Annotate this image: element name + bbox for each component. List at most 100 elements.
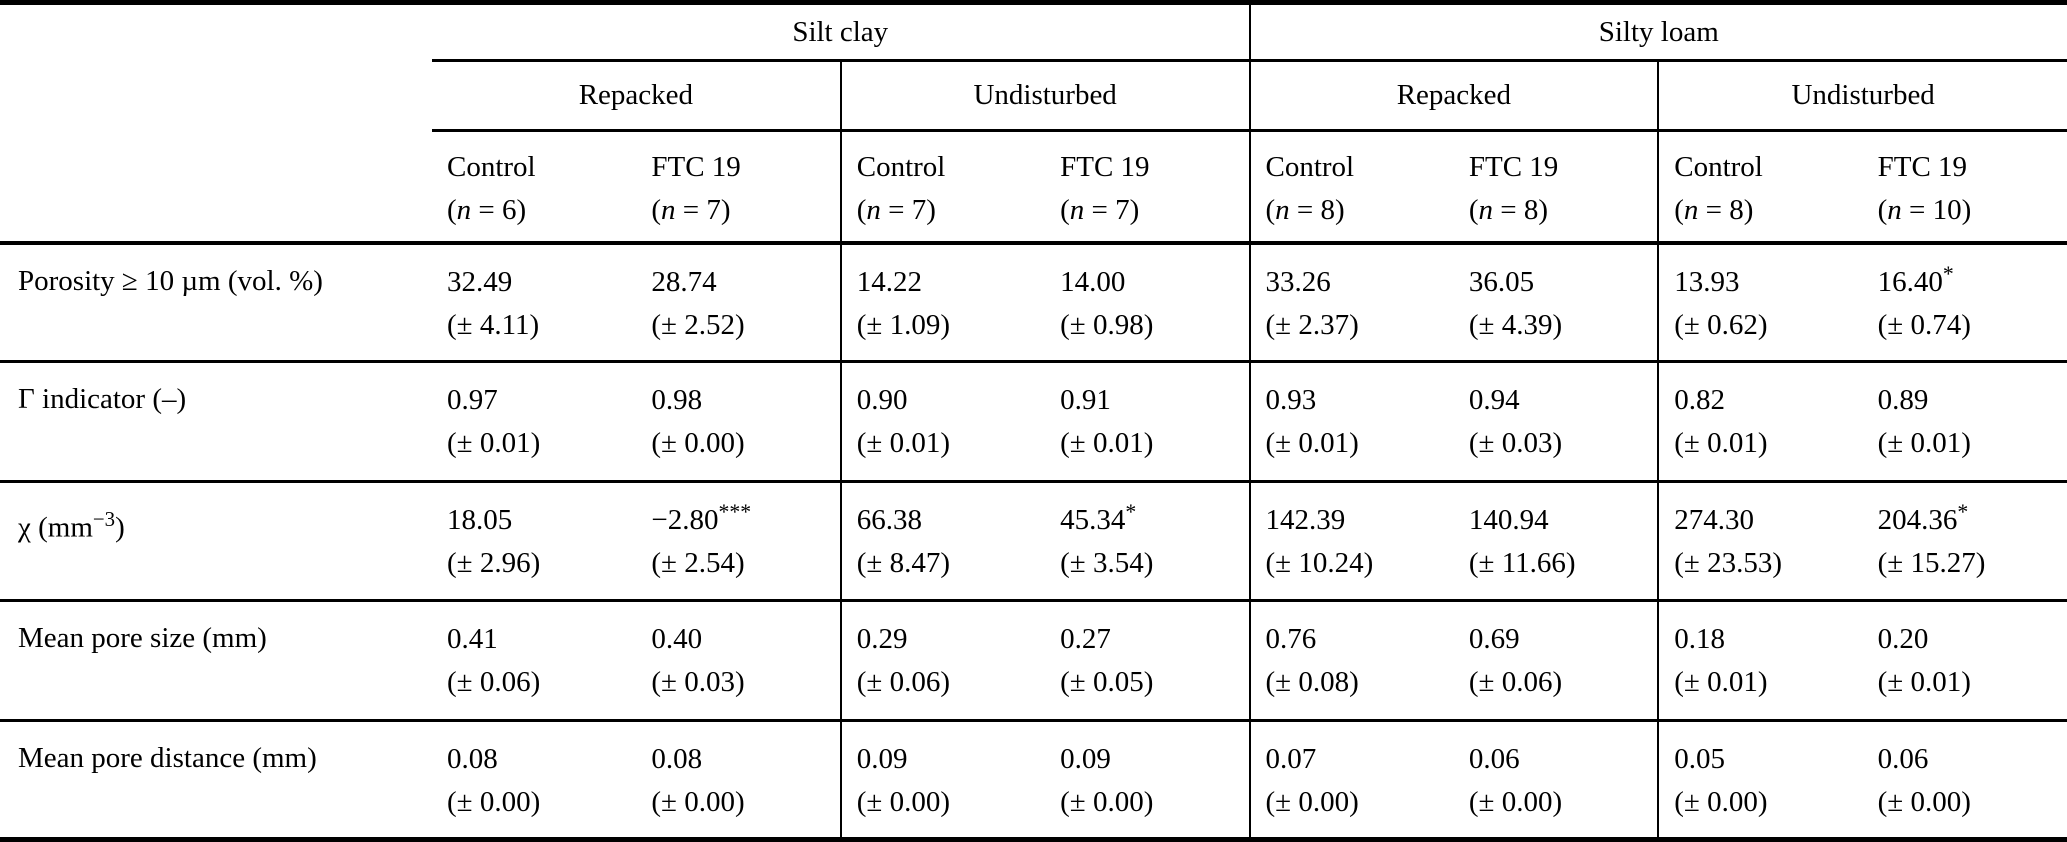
data-cell: 14.22 (± 1.09) (839, 242, 1046, 362)
data-cell: 32.49 (± 4.11) (432, 243, 636, 362)
cell-value: 0.09 (856, 742, 908, 775)
cell-value: 0.29 (856, 623, 908, 656)
cell-standard-deviation: (± 0.00) (1060, 785, 1154, 818)
cell-value: 0.90 (856, 384, 908, 417)
cell-value: 13.93 (1674, 265, 1740, 298)
data-cell: 14.00 (± 0.98) (1045, 243, 1249, 362)
data-cell: 0.82 (± 0.01) (1657, 360, 1863, 482)
column-header: FTC 19 (n = 10) (1862, 130, 2067, 245)
data-cell: 0.08 (± 0.00) (636, 718, 841, 840)
data-cell: 204.36* (± 15.27) (1862, 479, 2067, 601)
soil-group-silt-clay: Silt clay (432, 2, 1250, 62)
stub-cell (0, 3, 432, 61)
cell-value: 32.49 (447, 265, 513, 298)
cell-standard-deviation: (± 0.00) (1468, 785, 1563, 818)
column-header: FTC 19 (n = 8) (1453, 130, 1659, 245)
cell-standard-deviation: (± 4.11) (447, 308, 540, 341)
soil-group-silty-loam: Silty loam (1248, 2, 2067, 62)
cell-value: 0.93 (1265, 384, 1317, 417)
column-header: Control (n = 8) (1657, 130, 1863, 245)
cell-value: 0.98 (651, 384, 703, 417)
cell-standard-deviation: (± 0.01) (1674, 427, 1768, 460)
row-label: Mean pore distance (mm) (0, 718, 432, 840)
cell-standard-deviation: (± 0.08) (1265, 666, 1359, 699)
column-name: FTC 19 (1877, 151, 1968, 183)
data-cell: 0.94 (± 0.03) (1453, 360, 1659, 482)
data-cell: 142.39 (± 10.24) (1248, 479, 1454, 601)
sample-size: (n = 6) (447, 194, 527, 226)
soil-group-row: Silt clay Silty loam (0, 2, 2067, 62)
cell-standard-deviation: (± 15.27) (1877, 546, 1986, 579)
cell-value: 0.18 (1674, 623, 1725, 656)
cell-standard-deviation: (± 0.00) (856, 785, 950, 818)
cell-value: 0.05 (1674, 742, 1725, 775)
sample-size: (n = 7) (856, 194, 936, 226)
significance-stars: * (1125, 500, 1137, 524)
significance-stars: * (1942, 261, 1954, 286)
column-header: FTC 19 (n = 7) (636, 130, 841, 245)
sample-size: (n = 10) (1877, 194, 1972, 226)
cell-standard-deviation: (± 0.03) (1468, 427, 1563, 460)
row-label: Mean pore size (mm) (0, 599, 432, 721)
data-cell: 0.40 (± 0.03) (636, 599, 841, 721)
column-name: FTC 19 (1468, 151, 1559, 183)
data-cell: 0.09 (± 0.00) (1045, 718, 1250, 840)
cell-standard-deviation: (± 23.53) (1674, 546, 1782, 579)
cell-value: 0.20 (1877, 623, 1929, 656)
cell-standard-deviation: (± 2.96) (447, 546, 541, 579)
significance-stars: *** (718, 500, 752, 524)
cell-value: 18.05 (447, 503, 513, 536)
column-header: Control (n = 6) (432, 130, 637, 245)
row-label: Porosity ≥ 10 µm (vol. %) (18, 264, 323, 297)
cell-standard-deviation: (± 0.00) (651, 785, 745, 818)
treatment-group-repacked-loam: Repacked (1248, 60, 1659, 132)
cell-value: 274.30 (1674, 503, 1754, 536)
cell-value: 0.94 (1468, 384, 1520, 417)
data-cell: 0.29 (± 0.06) (839, 599, 1046, 721)
cell-standard-deviation: (± 0.01) (1265, 427, 1359, 460)
data-cell: 0.27 (± 0.05) (1045, 599, 1250, 721)
cell-standard-deviation: (± 0.00) (447, 785, 541, 818)
sample-size: (n = 8) (1674, 194, 1754, 226)
cell-standard-deviation: (± 0.03) (651, 666, 745, 699)
cell-standard-deviation: (± 0.01) (1674, 666, 1768, 699)
cell-value: 0.40 (651, 623, 703, 656)
data-cell: 274.30 (± 23.53) (1657, 479, 1863, 601)
sample-size: (n = 7) (651, 194, 731, 226)
cell-standard-deviation: (± 0.98) (1060, 308, 1154, 341)
data-cell: 0.76 (± 0.08) (1248, 599, 1454, 721)
treatment-group-undisturbed-loam: Undisturbed (1657, 60, 2067, 132)
cell-standard-deviation: (± 10.24) (1265, 546, 1374, 579)
cell-standard-deviation: (± 0.00) (1265, 785, 1359, 818)
cell-standard-deviation: (± 0.06) (447, 666, 541, 699)
data-cell: 0.90 (± 0.01) (839, 360, 1046, 482)
cell-value: 45.34* (1060, 500, 1137, 536)
sample-size: (n = 7) (1060, 194, 1140, 226)
cell-value: 0.41 (447, 623, 498, 656)
data-cell: 0.18 (± 0.01) (1657, 599, 1863, 721)
cell-value: 0.27 (1060, 623, 1111, 656)
cell-value: 142.39 (1265, 503, 1346, 536)
cell-value: 0.76 (1265, 623, 1317, 656)
cell-standard-deviation: (± 0.01) (1877, 427, 1971, 460)
cell-standard-deviation: (± 4.39) (1468, 308, 1563, 341)
label-superscript: −3 (92, 506, 116, 531)
data-cell: 0.08 (± 0.00) (432, 718, 637, 840)
data-cell: 13.93 (± 0.62) (1657, 242, 1863, 362)
data-cell: 0.91 (± 0.01) (1045, 360, 1250, 482)
data-cell: 0.98 (± 0.00) (636, 360, 841, 482)
stub-cell (0, 61, 432, 131)
data-cell: 0.05 (± 0.00) (1657, 718, 1863, 840)
cell-value: 14.00 (1060, 265, 1126, 298)
cell-standard-deviation: (± 2.37) (1265, 308, 1359, 341)
table-row: Mean pore distance (mm) 0.08 (± 0.00) 0.08 (… (0, 718, 2067, 840)
column-name: FTC 19 (651, 151, 741, 183)
column-header: Control (n = 7) (839, 130, 1046, 245)
data-cell: 0.97 (± 0.01) (432, 360, 637, 482)
column-header-row: Control (n = 6) FTC 19 (n = 7) Control (… (0, 130, 2067, 245)
cell-value: 36.05 (1468, 265, 1535, 298)
column-header: FTC 19 (n = 7) (1045, 130, 1250, 245)
cell-standard-deviation: (± 0.01) (1060, 427, 1154, 460)
table-body: Porosity ≥ 10 µm (vol. %) 32.49 (± 4.11) 28… (0, 242, 2067, 840)
